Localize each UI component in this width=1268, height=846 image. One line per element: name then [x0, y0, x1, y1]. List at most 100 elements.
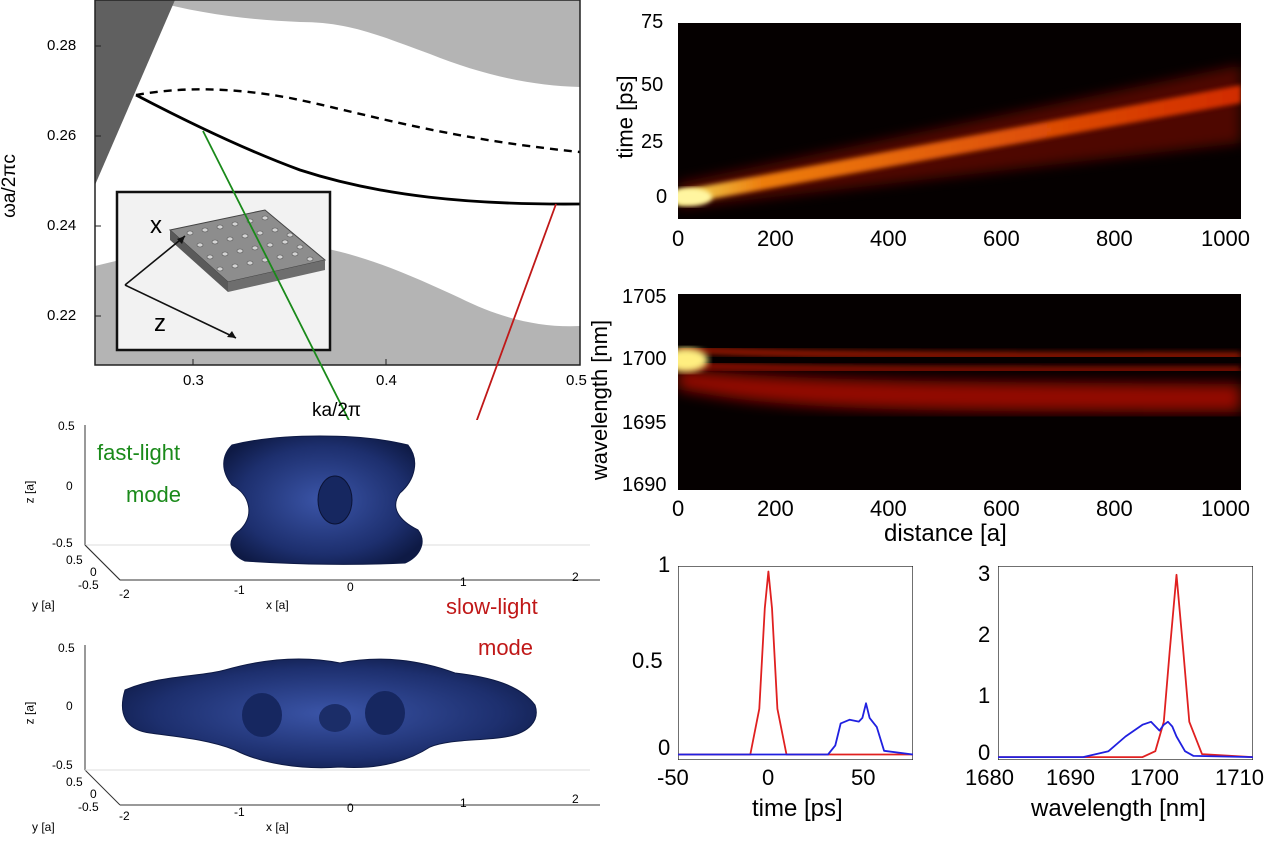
fast-mode-axes	[84, 425, 600, 581]
output-spectrum-line	[998, 720, 1253, 759]
sp-ytick-2: 2	[978, 622, 991, 647]
slow-light-label: slow-light	[446, 594, 538, 619]
tp-ytick-1: 1	[658, 552, 671, 577]
sp-xlabel: wavelength [nm]	[1031, 795, 1206, 822]
slow-z-tick-0.5: 0.5	[58, 641, 75, 655]
spectrum-series	[998, 573, 1253, 759]
x-tick-0.3: 0.3	[183, 372, 204, 389]
wl-ytick-1705: 1705	[622, 286, 667, 308]
band-diagram	[0, 0, 600, 738]
slow-x-tick-0: 0	[347, 801, 354, 815]
fast-x-tick-2: 2	[572, 570, 579, 584]
fast-y-axis-label: y [a]	[32, 598, 55, 612]
slow-y-tick-0: 0	[90, 787, 97, 801]
spectrum-lower-band	[678, 369, 1241, 412]
dispersion-solid	[135, 93, 580, 206]
y-tick-0.22: 0.22	[47, 307, 77, 324]
slow-mode-hole-right	[365, 691, 405, 735]
slow-z-tick-0: 0	[66, 699, 73, 713]
tp-xtick-50: 50	[851, 765, 876, 790]
fast-mode-hole	[317, 475, 353, 525]
y-tick-0.26: 0.26	[47, 127, 77, 144]
slow-mode-axes	[84, 645, 600, 806]
wl-xtick-0: 0	[672, 496, 685, 521]
sp-xtick-1700: 1700	[1130, 765, 1179, 790]
time-heatmap-svg	[668, 23, 1241, 219]
wl-ytick-1690: 1690	[622, 474, 667, 496]
fast-x-tick-neg1: -1	[234, 583, 245, 597]
sp-ytick-3: 3	[978, 561, 991, 586]
time-xtick-600: 600	[983, 226, 1020, 251]
fast-x-tick-neg2: -2	[119, 587, 130, 601]
input-spectrum-line	[998, 573, 1253, 759]
wl-ylabel: wavelength [nm]	[587, 319, 613, 481]
time-ytick-50: 50	[641, 74, 664, 96]
slow-mode-label: mode	[478, 635, 534, 660]
fast-y-tick-0: 0	[90, 565, 97, 579]
time-xtick-0: 0	[672, 226, 685, 251]
fast-y-tick-neg0.5: -0.5	[78, 578, 99, 592]
slow-mode-hole-center	[319, 704, 351, 732]
sp-xtick-1710: 1710	[1215, 765, 1264, 790]
y-tick-0.24: 0.24	[47, 217, 77, 234]
time-ytick-25: 25	[641, 131, 664, 153]
tp-xtick-neg50: -50	[657, 765, 689, 790]
fast-z-tick-neg0.5: -0.5	[52, 536, 73, 550]
spectrum-mid-line	[677, 361, 1242, 373]
fast-z-tick-0: 0	[66, 479, 73, 493]
band-diagram-svg	[94, 0, 581, 738]
dispersion-dashed	[135, 88, 580, 154]
fast-y-tick-0.5: 0.5	[66, 553, 83, 567]
band-y-axis-label: ωa/2πc	[0, 154, 20, 218]
wavelength-heatmap	[664, 294, 1242, 490]
wl-xtick-400: 400	[870, 496, 907, 521]
time-ytick-0: 0	[656, 186, 668, 208]
time-xtick-1000: 1000	[1201, 226, 1250, 251]
output-pulse-line	[678, 702, 913, 756]
time-pulse-plot	[678, 566, 913, 760]
spectrum-plot	[998, 566, 1253, 760]
wl-ytick-1700: 1700	[622, 348, 667, 370]
wl-xtick-200: 200	[757, 496, 794, 521]
time-ylabel: time [ps]	[612, 75, 638, 159]
wl-xtick-800: 800	[1096, 496, 1133, 521]
fast-mode-label: mode	[126, 482, 182, 507]
x-tick-0.5: 0.5	[566, 372, 587, 389]
fast-z-axis-label: z [a]	[22, 480, 37, 504]
slow-x-tick-1: 1	[460, 796, 467, 810]
slow-mode-hole-left	[242, 693, 282, 737]
spectrum-upper-line	[677, 346, 1242, 359]
y-tick-0.28: 0.28	[47, 37, 77, 54]
slow-y-tick-0.5: 0.5	[66, 775, 83, 789]
slow-x-axis-label: x [a]	[266, 820, 289, 834]
inset-crystal	[115, 190, 332, 352]
inset-z-label: z	[154, 310, 166, 337]
mode-plots-svg	[84, 425, 600, 806]
wl-xtick-1000: 1000	[1201, 496, 1250, 521]
slow-y-axis-label: y [a]	[32, 820, 55, 834]
pulse-hotspot	[668, 188, 712, 206]
sp-ytick-0: 0	[978, 740, 991, 765]
fast-mode-arrow	[202, 130, 377, 476]
tp-xtick-0: 0	[762, 765, 775, 790]
slow-x-tick-neg1: -1	[234, 805, 245, 819]
wl-xtick-600: 600	[983, 496, 1020, 521]
time-xtick-800: 800	[1096, 226, 1133, 251]
slow-y-tick-neg0.5: -0.5	[78, 800, 99, 814]
slow-x-tick-neg2: -2	[119, 809, 130, 823]
time-ytick-75: 75	[641, 11, 664, 33]
slow-z-axis-label: z [a]	[22, 701, 37, 725]
fast-z-tick-0.5: 0.5	[58, 419, 75, 433]
sp-xtick-1690: 1690	[1046, 765, 1095, 790]
fast-x-axis-label: x [a]	[266, 598, 289, 612]
time-xtick-400: 400	[870, 226, 907, 251]
wl-ytick-1695: 1695	[622, 412, 667, 434]
slow-z-tick-neg0.5: -0.5	[52, 758, 73, 772]
time-xtick-200: 200	[757, 226, 794, 251]
light-cone	[95, 0, 175, 185]
inset-x-label: x	[150, 212, 162, 239]
sp-ytick-1: 1	[978, 683, 991, 708]
slow-x-tick-2: 2	[572, 792, 579, 806]
band-x-axis-label: ka/2π	[312, 400, 362, 421]
fast-x-tick-1: 1	[460, 575, 467, 589]
